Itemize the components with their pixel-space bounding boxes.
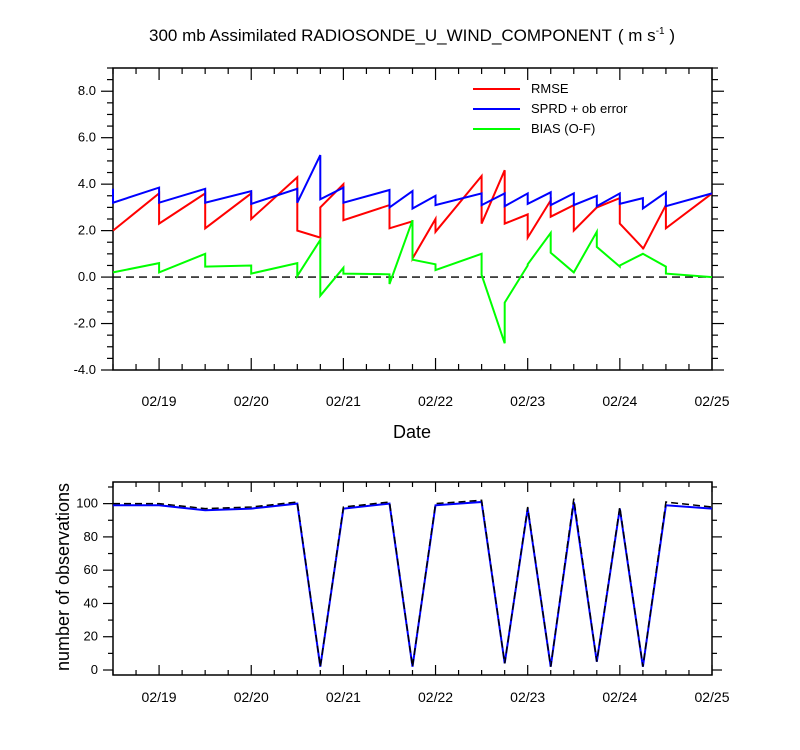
y-tick-label: 0 bbox=[91, 662, 98, 677]
legend-item-bias-o-f: BIAS (O-F) bbox=[473, 121, 595, 136]
chart-title: 300 mb Assimilated RADIOSONDE_U_WIND_COM… bbox=[149, 26, 675, 45]
y-axis-title-observations: number of observations bbox=[53, 483, 73, 671]
series-line-bias-o-f bbox=[112, 219, 713, 344]
y-tick-label: 20 bbox=[84, 629, 98, 644]
x-tick-label: 02/25 bbox=[694, 393, 729, 409]
x-tick-label: 02/24 bbox=[602, 689, 637, 705]
bottom-panel: 02/19 02/20 02/21 02/22 02/23 02/24 02/25 0 20 40… bbox=[76, 481, 730, 705]
y-tick-label: 0.0 bbox=[78, 269, 96, 284]
x-tick-label: 02/19 bbox=[142, 393, 177, 409]
chart-title-units-close: ) bbox=[665, 26, 675, 45]
legend-label: BIAS (O-F) bbox=[531, 121, 595, 136]
y-tick-label: 6.0 bbox=[78, 130, 96, 145]
x-tick-label: 02/22 bbox=[418, 689, 453, 705]
legend-label: RMSE bbox=[531, 81, 569, 96]
x-tick-label: 02/21 bbox=[326, 689, 361, 705]
x-tick-label: 02/25 bbox=[694, 689, 729, 705]
x-tick-label: 02/24 bbox=[602, 393, 637, 409]
y-tick-label: 60 bbox=[84, 562, 98, 577]
series-line-number-of-observations-available bbox=[113, 498, 713, 667]
y-tick-label: 40 bbox=[84, 595, 98, 610]
y-tick-label: 4.0 bbox=[78, 176, 96, 191]
legend-item-rmse: RMSE bbox=[473, 81, 569, 96]
series-line-sprd-ob-error bbox=[112, 154, 713, 211]
x-tick-label: 02/21 bbox=[326, 393, 361, 409]
chart-title-main: 300 mb Assimilated RADIOSONDE_U_WIND_COM… bbox=[149, 26, 612, 45]
chart-title-units-exponent: -1 bbox=[656, 26, 665, 37]
x-tick-label: 02/20 bbox=[234, 689, 269, 705]
y-tick-label: 100 bbox=[76, 496, 98, 511]
y-tick-label: -4.0 bbox=[74, 362, 96, 377]
x-tick-label: 02/23 bbox=[510, 689, 545, 705]
legend-label: SPRD + ob error bbox=[531, 101, 628, 116]
legend-item-sprd-ob-error: SPRD + ob error bbox=[473, 101, 628, 116]
chart-title-units: ( m s bbox=[618, 26, 656, 45]
y-tick-label: -2.0 bbox=[74, 316, 96, 331]
x-tick-label: 02/19 bbox=[142, 689, 177, 705]
x-tick-label: 02/20 bbox=[234, 393, 269, 409]
x-tick-label: 02/23 bbox=[510, 393, 545, 409]
y-tick-label: 2.0 bbox=[78, 223, 96, 238]
x-tick-label: 02/22 bbox=[418, 393, 453, 409]
y-tick-label: 80 bbox=[84, 529, 98, 544]
x-axis-title: Date bbox=[393, 422, 431, 442]
legend: RMSE SPRD + ob error BIAS (O-F) bbox=[473, 81, 628, 136]
top-panel: 02/19 02/20 02/21 02/22 02/23 02/24 02/25 -4.0 -… bbox=[74, 67, 730, 409]
y-tick-label: 8.0 bbox=[78, 83, 96, 98]
